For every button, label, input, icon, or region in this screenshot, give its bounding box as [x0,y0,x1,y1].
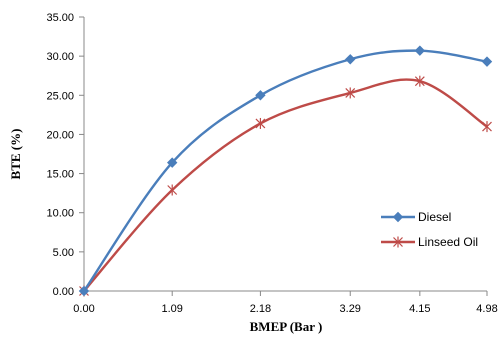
y-tick-label: 0.00 [53,286,74,298]
x-tick-label: 4.98 [476,303,497,315]
legend-marker-diesel [392,211,404,223]
series-linseed-oil [79,75,492,297]
y-ticks: 0.00 5.00 10.00 15.00 20.00 25.00 30.00 35.00 [46,12,84,298]
x-tick-label: 4.15 [409,303,430,315]
x-ticks: 0.00 1.09 2.18 3.29 4.15 4.98 [73,291,498,315]
legend-label: Diesel [418,210,451,224]
data-point-diesel [414,45,426,56]
data-point-linseed-oil [482,121,492,133]
y-tick-label: 15.00 [46,169,74,181]
legend-label: Linseed Oil [418,235,478,249]
data-point-diesel [166,157,178,168]
data-point-diesel [481,56,493,67]
series-layer [78,45,493,297]
y-tick-label: 35.00 [46,12,74,24]
series-diesel [78,45,493,297]
x-tick-label: 0.00 [73,303,94,315]
legend-item-diesel: Diesel [381,210,451,224]
legend: Diesel Linseed Oil [381,210,478,249]
data-point-linseed-oil [414,75,425,87]
series-line-diesel [83,49,488,292]
data-point-linseed-oil [345,87,356,99]
data-point-diesel [78,285,90,297]
data-point-linseed-oil [167,184,178,196]
data-point-diesel [255,90,266,101]
x-tick-label: 3.29 [340,303,361,315]
x-tick-label: 1.09 [161,303,182,315]
legend-item-linseed-oil: Linseed Oil [381,235,478,249]
y-tick-label: 5.00 [53,247,74,259]
y-tick-label: 30.00 [46,51,74,63]
x-axis-title: BMEP (Bar ) [250,319,323,334]
x-tick-label: 2.18 [250,303,271,315]
x-axis: 0.00 1.09 2.18 3.29 4.15 4.98 [73,290,498,315]
series-line-linseed-oil [83,78,488,292]
data-point-linseed-oil [255,117,266,129]
y-tick-label: 25.00 [46,90,74,102]
y-tick-label: 20.00 [46,129,74,141]
data-point-diesel [345,54,356,65]
y-axis: 0.00 5.00 10.00 15.00 20.00 25.00 30.00 35.00 [46,12,85,298]
legend-marker-linseed-oil [393,236,403,248]
y-tick-label: 10.00 [46,208,74,220]
y-axis-title: BTE (%) [8,129,23,180]
